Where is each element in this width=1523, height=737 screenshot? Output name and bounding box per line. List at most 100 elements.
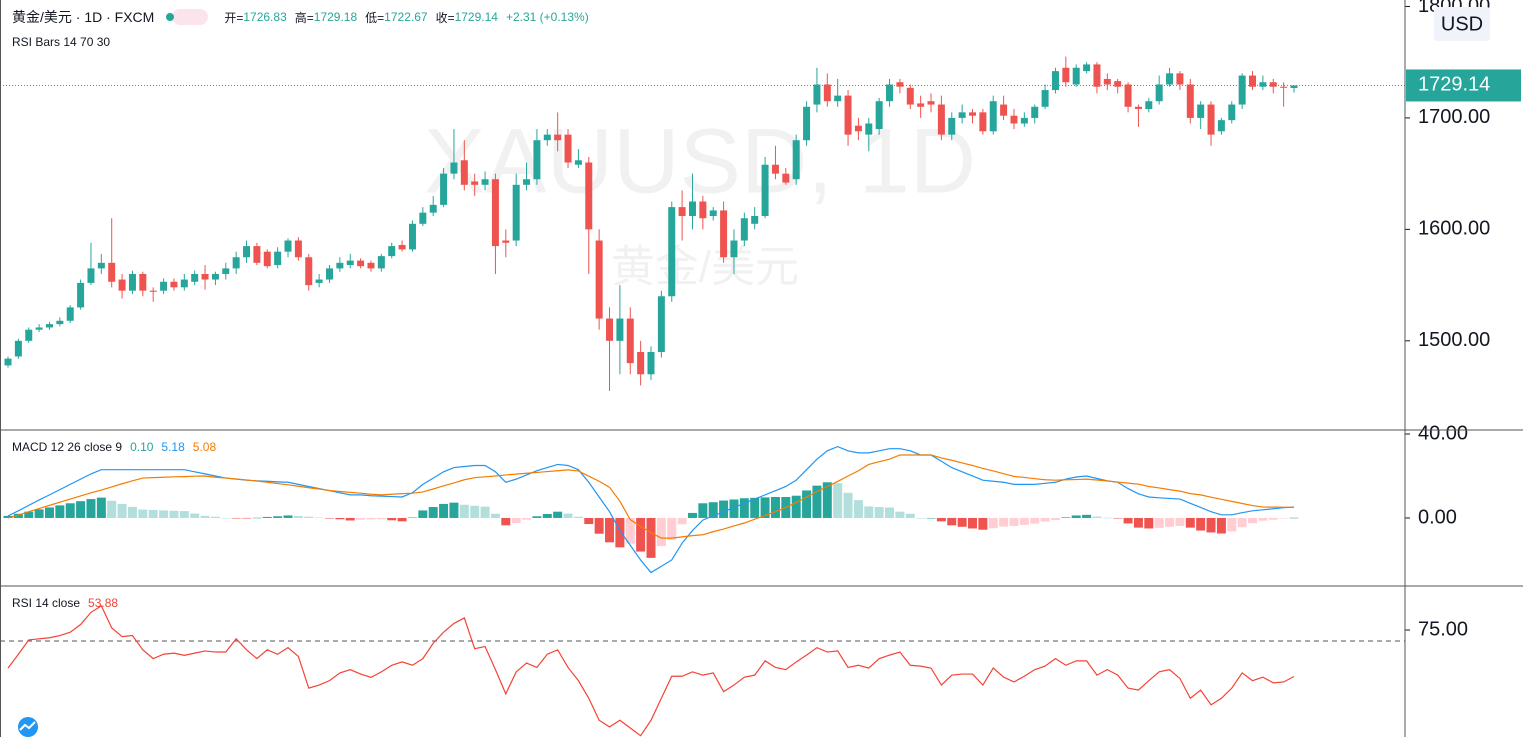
macd-histogram-bar: [864, 506, 874, 518]
candle-body: [460, 160, 468, 185]
macd-histogram-bar: [1248, 517, 1258, 524]
currency-box: [1434, 7, 1490, 41]
candle-body: [564, 134, 572, 163]
macd-histogram-bar: [210, 516, 220, 518]
candle-body: [616, 318, 624, 341]
candle-body: [792, 140, 800, 180]
macd-histogram-bar: [428, 507, 438, 518]
candle-body: [512, 184, 520, 241]
macd-histogram-bar: [615, 517, 625, 548]
candle-body: [1010, 115, 1018, 124]
candle-body: [668, 207, 676, 297]
macd-histogram-bar: [55, 505, 65, 518]
macd-histogram-bar: [1175, 517, 1185, 526]
macd-histogram-bar: [719, 500, 729, 518]
y-tick-label: 75.00: [1418, 618, 1468, 640]
candle-body: [803, 106, 811, 141]
candle-body: [688, 201, 696, 217]
macd-histogram-bar: [283, 515, 293, 518]
macd-histogram-bar: [968, 517, 977, 529]
candle-body: [865, 123, 873, 135]
macd-histogram-bar: [843, 492, 853, 518]
macd-histogram-bar: [1216, 517, 1226, 534]
macd-histogram-bar: [874, 507, 884, 518]
candle-body: [77, 282, 85, 308]
candle-body: [637, 351, 645, 375]
candle-body: [326, 268, 333, 280]
candle-body: [1124, 84, 1132, 107]
candle-body: [1249, 75, 1257, 87]
macd-histogram-bar: [1258, 517, 1268, 521]
close-label: 收=: [435, 10, 455, 25]
macd-histogram-bar: [511, 517, 521, 524]
candle-body: [823, 84, 831, 102]
candle-body: [1238, 75, 1246, 105]
candle-body: [263, 251, 271, 267]
macd-histogram-bar: [957, 517, 967, 527]
macd-histogram-bar: [449, 502, 459, 518]
macd-histogram-bar: [335, 517, 345, 520]
macd-histogram-bar: [1196, 517, 1206, 531]
candle-body: [139, 273, 147, 291]
macd-histogram-bar: [418, 510, 428, 518]
y-tick-label: 1600.00: [1418, 218, 1490, 240]
logo-mark: [19, 721, 36, 731]
macd-histogram-bar: [138, 509, 148, 518]
candle-body: [1166, 73, 1174, 85]
macd-histogram-bar: [127, 506, 137, 518]
candle-body: [191, 273, 199, 282]
macd-histogram-bar: [148, 509, 158, 518]
candle-body: [87, 268, 95, 283]
candle-body: [346, 260, 354, 266]
macd-histogram-bar: [1082, 514, 1092, 518]
candle-body: [761, 164, 769, 217]
macd-histogram-bar: [605, 517, 615, 543]
macd-histogram-bar: [1009, 517, 1019, 526]
candle-body: [554, 134, 562, 141]
candle-body: [180, 279, 188, 288]
macd-histogram-bar: [1279, 517, 1289, 519]
macd-histogram-bar: [853, 500, 863, 518]
candle-body: [284, 240, 292, 252]
macd-histogram-bar: [947, 517, 957, 526]
candle-body: [14, 340, 22, 357]
candle-body: [1217, 120, 1225, 132]
macd-histogram-bar: [439, 503, 449, 518]
macd-histogram-bar: [1113, 517, 1123, 519]
candle-body: [595, 240, 603, 319]
candle-body: [834, 95, 842, 102]
macd-histogram-bar: [542, 513, 552, 518]
status-icons[interactable]: [166, 9, 209, 25]
candle-body: [730, 240, 738, 258]
candle-body: [481, 179, 489, 185]
symbol-title: 黄金/美元 · 1D · FXCM: [12, 9, 155, 25]
macd-histogram-bar: [667, 517, 677, 540]
candle-body: [989, 101, 997, 132]
candle-body: [740, 218, 748, 241]
high-value: 1729.18: [313, 10, 358, 24]
macd-histogram-bar: [936, 517, 946, 522]
macd-histogram-bar: [812, 485, 822, 518]
y-tick-label: 0.00: [1418, 506, 1457, 528]
macd-histogram-bar: [739, 498, 749, 518]
candle-body: [274, 251, 282, 266]
candle-body: [1062, 67, 1070, 83]
rsi-line: [7, 604, 1295, 737]
macd-histogram-bar: [1071, 515, 1081, 518]
candle-body: [336, 262, 344, 269]
candle-body: [958, 112, 966, 118]
macd-histogram-bar: [44, 507, 54, 518]
macd-histogram-bar: [190, 513, 200, 518]
y-tick-label: 1700.00: [1418, 106, 1490, 128]
macd-histogram-bar: [200, 515, 210, 518]
candle-body: [1020, 117, 1028, 124]
candle-body: [1186, 84, 1194, 118]
y-tick-label: 40.00: [1418, 422, 1468, 444]
macd-histogram-bar: [1019, 517, 1029, 525]
macd-histogram-bar: [573, 516, 583, 518]
candle-body: [502, 240, 510, 243]
macd-histogram-bar: [3, 515, 13, 518]
logo[interactable]: [14, 715, 44, 737]
